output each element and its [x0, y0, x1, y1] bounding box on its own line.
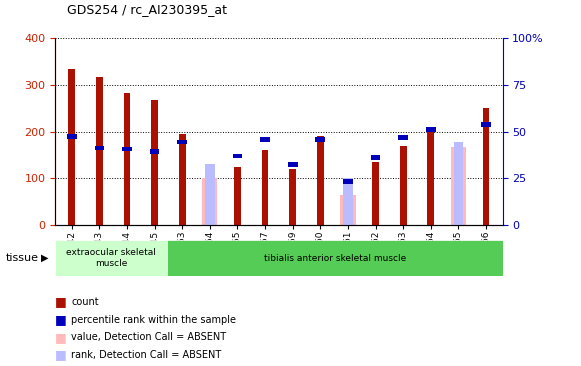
Text: GDS254 / rc_AI230395_at: GDS254 / rc_AI230395_at [67, 3, 227, 16]
Bar [399, 135, 408, 140]
Bar [315, 137, 325, 142]
Bar [260, 137, 270, 142]
Bar [167, 240, 503, 276]
Bar [179, 134, 186, 225]
Text: ▶: ▶ [41, 253, 48, 263]
Text: ■: ■ [55, 313, 67, 326]
Bar [234, 167, 241, 225]
Bar [454, 142, 463, 225]
Bar [67, 134, 77, 139]
Text: ■: ■ [55, 348, 67, 361]
Bar [372, 162, 379, 225]
Bar [426, 127, 436, 132]
Bar [288, 162, 297, 167]
Bar [205, 164, 214, 225]
Text: ■: ■ [55, 330, 67, 344]
Bar [483, 108, 489, 225]
Bar [317, 137, 324, 225]
Bar [261, 150, 268, 225]
Bar [122, 147, 132, 152]
Bar [96, 77, 103, 225]
Bar [289, 169, 296, 225]
Bar [428, 127, 434, 225]
Bar [451, 147, 466, 225]
Text: tissue: tissue [6, 253, 39, 263]
Text: value, Detection Call = ABSENT: value, Detection Call = ABSENT [71, 332, 227, 342]
Bar [55, 240, 167, 276]
Bar [481, 122, 491, 127]
Bar [177, 140, 187, 144]
Bar [151, 100, 158, 225]
Bar [400, 146, 407, 225]
Text: ■: ■ [55, 295, 67, 309]
Text: count: count [71, 297, 99, 307]
Text: percentile rank within the sample: percentile rank within the sample [71, 314, 236, 325]
Bar [343, 179, 353, 184]
Bar [69, 69, 75, 225]
Bar [340, 195, 356, 225]
Text: rank, Detection Call = ABSENT: rank, Detection Call = ABSENT [71, 350, 222, 360]
Bar [371, 155, 381, 160]
Bar [232, 154, 242, 158]
Bar [202, 179, 217, 225]
Bar [124, 93, 130, 225]
Bar [343, 179, 353, 225]
Bar [150, 149, 159, 154]
Text: tibialis anterior skeletal muscle: tibialis anterior skeletal muscle [264, 254, 406, 262]
Bar [95, 146, 104, 150]
Text: extraocular skeletal
muscle: extraocular skeletal muscle [66, 248, 156, 268]
